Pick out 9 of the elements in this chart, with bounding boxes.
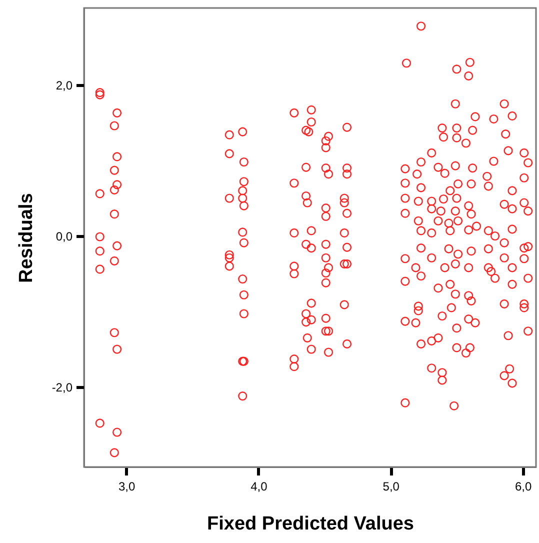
y-tick-label: -2,0 [52, 380, 73, 394]
x-tick-label: 3,0 [118, 480, 136, 494]
x-tick-label: 5,0 [382, 480, 400, 494]
x-tick-label: 6,0 [514, 480, 532, 494]
y-tick-label: 2,0 [56, 78, 73, 93]
y-tick-label: 0,0 [56, 229, 73, 244]
x-axis-title: Fixed Predicted Values [207, 514, 414, 534]
y-axis-title: Residuals [16, 193, 37, 283]
x-tick-label: 4,0 [250, 480, 268, 494]
